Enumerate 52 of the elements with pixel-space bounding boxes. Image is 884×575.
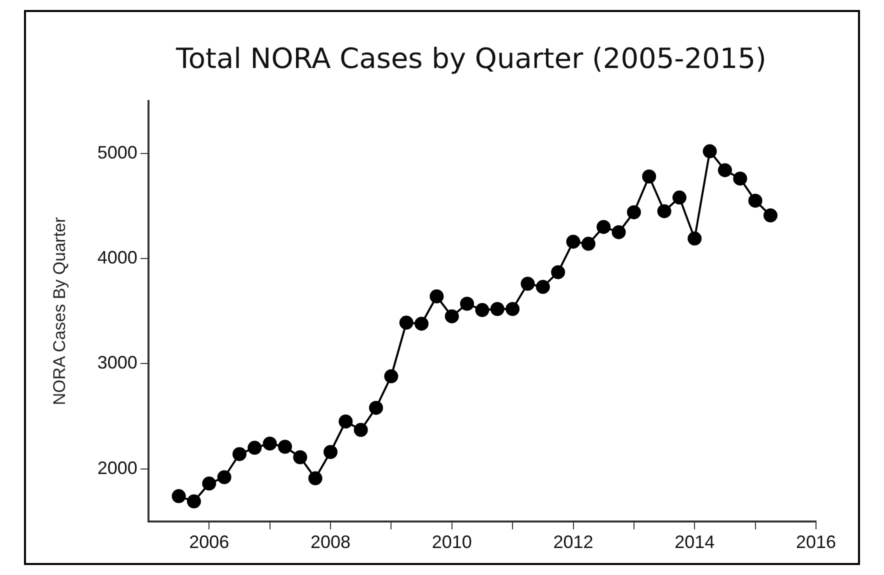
x-tick-label: 2008: [310, 532, 351, 552]
point: [657, 204, 672, 218]
x-tick-label: 2010: [432, 532, 472, 552]
point: [308, 471, 322, 486]
point: [490, 302, 504, 316]
point: [460, 296, 474, 311]
y-tick-label: 3000: [97, 352, 138, 373]
point: [551, 265, 566, 280]
point: [414, 316, 429, 331]
x-tick-label: 2006: [189, 532, 230, 552]
point: [566, 234, 580, 249]
point: [444, 309, 459, 324]
point: [324, 445, 338, 459]
point: [430, 289, 444, 304]
point: [384, 369, 398, 384]
point: [596, 220, 611, 234]
point: [672, 190, 686, 205]
y-tick-label: 2000: [97, 458, 138, 478]
point: [217, 470, 232, 484]
y-tick-label: 5000: [97, 142, 138, 162]
x-tick-label: 2014: [674, 532, 715, 552]
point: [399, 316, 414, 330]
point: [278, 440, 292, 454]
point: [733, 172, 748, 186]
point: [262, 436, 277, 451]
point: [642, 170, 656, 184]
point: [293, 450, 308, 464]
point: [520, 276, 535, 291]
point: [369, 400, 384, 415]
point: [718, 163, 732, 178]
point: [475, 303, 490, 318]
y-axis-title: NORA Cases By Quarter: [50, 216, 69, 406]
point: [506, 302, 520, 316]
x-tick-label: 2016: [796, 532, 836, 552]
point: [688, 232, 702, 246]
y-tick-label: 4000: [97, 247, 138, 268]
point: [581, 236, 596, 251]
point: [172, 489, 186, 504]
point: [248, 440, 262, 455]
point: [232, 447, 246, 462]
point: [338, 414, 353, 429]
point: [612, 225, 626, 240]
point: [536, 280, 550, 294]
point: [202, 476, 216, 491]
chart-title: Total NORA Cases by Quarter (2005-2015): [176, 42, 766, 75]
point: [702, 144, 717, 158]
point: [186, 494, 201, 508]
point: [354, 422, 368, 437]
point: [748, 194, 762, 208]
point: [763, 208, 778, 222]
point: [626, 205, 641, 220]
x-tick-label: 2012: [553, 532, 594, 552]
